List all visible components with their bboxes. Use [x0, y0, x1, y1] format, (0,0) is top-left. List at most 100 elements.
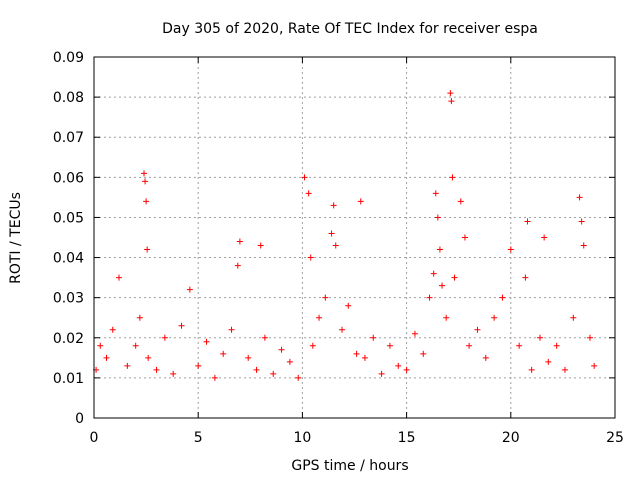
data-point [286, 358, 293, 365]
data-point [507, 246, 514, 253]
data-point [370, 334, 377, 341]
data-point [395, 362, 402, 369]
data-point [236, 238, 243, 245]
x-axis-label: GPS time / hours [291, 458, 408, 474]
data-point [430, 270, 437, 277]
data-point [322, 294, 329, 301]
data-point [253, 366, 260, 373]
data-point [153, 366, 160, 373]
x-tick-label: 10 [293, 430, 311, 446]
data-point [570, 314, 577, 321]
data-point [203, 338, 210, 345]
data-point [142, 178, 149, 185]
data-point [591, 362, 598, 369]
data-point [499, 294, 506, 301]
data-point [345, 302, 352, 309]
data-point [145, 354, 152, 361]
data-point [220, 350, 227, 357]
data-point [361, 354, 368, 361]
data-point [234, 262, 241, 269]
data-point [161, 334, 168, 341]
data-point [307, 254, 314, 261]
data-point [338, 326, 345, 333]
data-point [170, 370, 177, 377]
data-point [420, 350, 427, 357]
x-tick-label: 25 [606, 430, 624, 446]
y-tick-label: 0.03 [53, 291, 84, 307]
data-point [528, 366, 535, 373]
data-point [109, 326, 116, 333]
y-tick-label: 0.04 [53, 251, 84, 267]
data-point [545, 358, 552, 365]
data-point [466, 342, 473, 349]
data-point [474, 326, 481, 333]
x-tick-label: 20 [502, 430, 520, 446]
data-point [332, 242, 339, 249]
y-tick-label: 0.06 [53, 170, 84, 186]
data-point [411, 330, 418, 337]
data-point [536, 334, 543, 341]
data-point [541, 234, 548, 241]
data-point [257, 242, 264, 249]
data-point [576, 194, 583, 201]
data-point [141, 170, 148, 177]
data-point [553, 342, 560, 349]
data-point [403, 366, 410, 373]
data-point [378, 370, 385, 377]
grid [94, 57, 615, 418]
y-tick-label: 0.01 [53, 371, 84, 387]
data-point [451, 274, 458, 281]
data-point [491, 314, 498, 321]
x-tick-label: 0 [90, 430, 99, 446]
y-tick-label: 0.05 [53, 210, 84, 226]
y-tick-label: 0.09 [53, 50, 84, 66]
data-point [103, 354, 110, 361]
data-point [278, 346, 285, 353]
y-tick-label: 0.08 [53, 90, 84, 106]
y-tick-label: 0 [75, 411, 84, 427]
data-point [353, 350, 360, 357]
data-point [228, 326, 235, 333]
data-point [301, 174, 308, 181]
data-point [461, 234, 468, 241]
data-point [270, 370, 277, 377]
data-point [447, 90, 454, 97]
data-point [136, 314, 143, 321]
data-point [443, 314, 450, 321]
data-point [178, 322, 185, 329]
data-point [316, 314, 323, 321]
data-point [482, 354, 489, 361]
data-point [386, 342, 393, 349]
data-point [295, 374, 302, 381]
data-point [426, 294, 433, 301]
x-tick-label: 5 [194, 430, 203, 446]
data-point [124, 362, 131, 369]
data-point [143, 198, 150, 205]
data-point [457, 198, 464, 205]
data-point [132, 342, 139, 349]
data-point [586, 334, 593, 341]
x-tick-label: 15 [398, 430, 416, 446]
data-point [439, 282, 446, 289]
data-point [449, 174, 456, 181]
y-axis-label: ROTI / TECUs [8, 192, 24, 284]
data-point [305, 190, 312, 197]
data-point [524, 218, 531, 225]
data-point [436, 246, 443, 253]
data-point [561, 366, 568, 373]
y-tick-label: 0.07 [53, 130, 84, 146]
data-point [432, 190, 439, 197]
data-point [211, 374, 218, 381]
y-tick-label: 0.02 [53, 331, 84, 347]
data-point [448, 98, 455, 105]
data-point [580, 242, 587, 249]
data-point [245, 354, 252, 361]
data-point [195, 362, 202, 369]
chart-title: Day 305 of 2020, Rate Of TEC Index for r… [162, 21, 538, 37]
data-point [97, 342, 104, 349]
data-point [434, 214, 441, 221]
data-point [186, 286, 193, 293]
plot-frame [93, 56, 616, 419]
data-point [261, 334, 268, 341]
